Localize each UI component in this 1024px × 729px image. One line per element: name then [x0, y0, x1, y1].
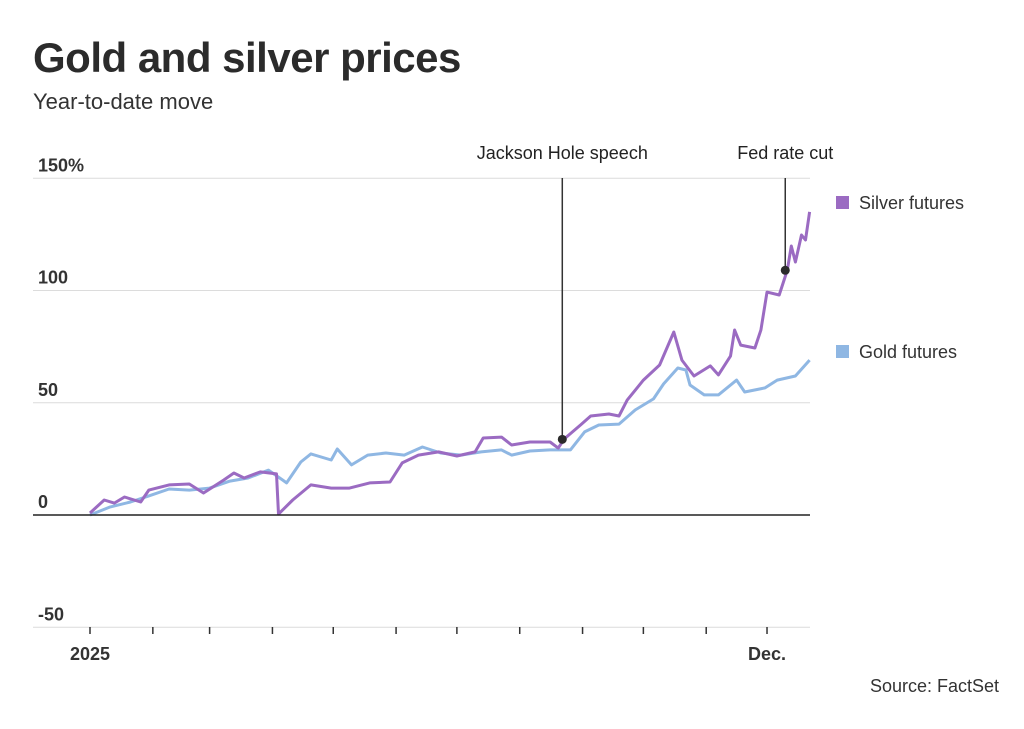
- chart-title: Gold and silver prices: [33, 34, 461, 81]
- legend-label: Silver futures: [859, 193, 964, 213]
- y-tick-label: 100: [38, 268, 68, 288]
- legend-label: Gold futures: [859, 342, 957, 362]
- y-tick-label: 150%: [38, 155, 84, 175]
- x-tick-label: 2025: [70, 644, 110, 664]
- legend-swatch: [836, 345, 849, 358]
- legend-swatch: [836, 196, 849, 209]
- series-line-gold-futures: [89, 359, 811, 517]
- x-tick-label: Dec.: [748, 644, 786, 664]
- annotation-marker: [780, 265, 790, 275]
- chart-subtitle: Year-to-date move: [33, 89, 214, 114]
- annotation-label: Jackson Hole speech: [477, 143, 648, 163]
- y-tick-label: 50: [38, 380, 58, 400]
- source-note: Source: FactSet: [869, 676, 999, 696]
- annotation-label: Fed rate cut: [737, 143, 833, 163]
- series-line-silver-futures: [88, 211, 812, 516]
- y-tick-label: -50: [38, 604, 64, 624]
- annotation-marker: [557, 434, 567, 444]
- y-tick-label: 0: [38, 492, 48, 512]
